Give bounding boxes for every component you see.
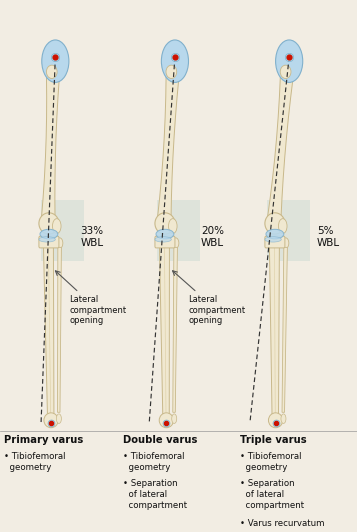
Bar <box>267 200 310 261</box>
Polygon shape <box>267 77 293 218</box>
Ellipse shape <box>276 40 303 82</box>
Polygon shape <box>157 77 179 218</box>
Text: • Varus recurvatum: • Varus recurvatum <box>240 519 325 528</box>
Ellipse shape <box>166 65 177 78</box>
Ellipse shape <box>172 414 177 423</box>
Ellipse shape <box>40 229 58 239</box>
Ellipse shape <box>161 40 188 82</box>
Ellipse shape <box>155 237 171 242</box>
Ellipse shape <box>172 238 179 248</box>
Ellipse shape <box>44 413 58 428</box>
Text: 5%
WBL: 5% WBL <box>317 226 340 247</box>
Polygon shape <box>173 247 177 412</box>
Text: • Tibiofemoral
  geometry: • Tibiofemoral geometry <box>123 452 185 472</box>
Ellipse shape <box>278 219 287 234</box>
Ellipse shape <box>268 413 283 428</box>
Ellipse shape <box>46 65 57 78</box>
Bar <box>157 200 200 261</box>
Ellipse shape <box>39 213 59 234</box>
Text: • Separation
  of lateral
  compartment: • Separation of lateral compartment <box>240 479 304 510</box>
Polygon shape <box>57 247 61 412</box>
Ellipse shape <box>155 213 175 234</box>
Ellipse shape <box>169 219 177 234</box>
Polygon shape <box>44 245 54 418</box>
Ellipse shape <box>156 229 174 239</box>
FancyBboxPatch shape <box>39 236 59 248</box>
Text: Primary varus: Primary varus <box>4 435 83 445</box>
Ellipse shape <box>265 213 285 234</box>
Text: 33%
WBL: 33% WBL <box>80 226 104 247</box>
Ellipse shape <box>56 238 63 248</box>
Text: Double varus: Double varus <box>123 435 197 445</box>
Polygon shape <box>160 245 170 418</box>
Ellipse shape <box>281 414 286 423</box>
Ellipse shape <box>266 229 284 239</box>
Ellipse shape <box>280 65 291 78</box>
Text: Lateral
compartment
opening: Lateral compartment opening <box>172 271 246 325</box>
FancyBboxPatch shape <box>155 236 175 248</box>
Ellipse shape <box>282 238 289 248</box>
Ellipse shape <box>39 237 55 242</box>
Ellipse shape <box>56 414 61 423</box>
Polygon shape <box>270 245 280 418</box>
Ellipse shape <box>159 413 174 428</box>
Text: • Tibiofemoral
  geometry: • Tibiofemoral geometry <box>240 452 301 472</box>
Bar <box>41 200 84 261</box>
Polygon shape <box>41 77 59 218</box>
Text: • Separation
  of lateral
  compartment: • Separation of lateral compartment <box>123 479 187 510</box>
Ellipse shape <box>52 219 61 234</box>
Polygon shape <box>282 247 287 412</box>
FancyBboxPatch shape <box>265 236 285 248</box>
Ellipse shape <box>265 237 281 242</box>
Text: Lateral
compartment
opening: Lateral compartment opening <box>55 271 127 325</box>
Text: • Tibiofemoral
  geometry: • Tibiofemoral geometry <box>4 452 65 472</box>
Text: Triple varus: Triple varus <box>240 435 307 445</box>
Ellipse shape <box>42 40 69 82</box>
Text: 20%
WBL: 20% WBL <box>201 226 224 247</box>
